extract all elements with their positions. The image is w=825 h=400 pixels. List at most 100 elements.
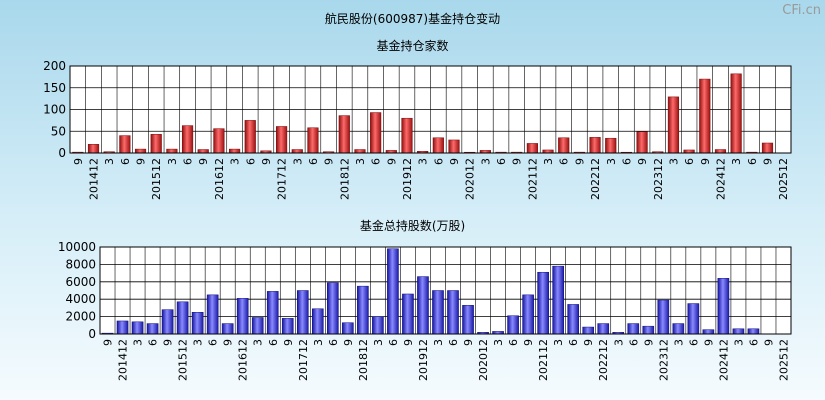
y-tick-label: 100	[43, 103, 66, 117]
y-tick-label: 150	[43, 81, 66, 95]
x-tick-label: 9	[761, 158, 774, 165]
x-tick-label: 202012	[464, 158, 477, 200]
y-tick-label: 6000	[65, 275, 96, 289]
bar	[417, 276, 429, 335]
bar	[432, 290, 444, 335]
bar	[447, 290, 459, 335]
bar	[448, 139, 460, 154]
x-tick-label: 6	[119, 158, 132, 165]
x-tick-label: 9	[636, 158, 649, 165]
x-tick-label: 6	[747, 339, 760, 346]
x-tick-label: 6	[182, 158, 195, 165]
x-tick-label: 3	[479, 158, 492, 165]
bar	[116, 320, 129, 335]
bar	[432, 137, 444, 154]
x-tick-label: 9	[573, 158, 586, 165]
x-tick-label: 202312	[652, 158, 665, 200]
bar	[266, 291, 279, 335]
x-tick-label: 9	[511, 158, 524, 165]
bar	[197, 149, 209, 154]
watermark-logo: CFi.cn	[782, 3, 821, 18]
x-tick-label: 9	[323, 158, 336, 165]
bar	[119, 135, 131, 154]
bar	[597, 323, 610, 335]
x-tick-label: 201712	[276, 158, 289, 200]
x-tick-label: 3	[667, 158, 680, 165]
bar	[372, 316, 384, 335]
bar	[636, 131, 648, 154]
bar	[657, 299, 670, 335]
y-tick-label: 50	[51, 124, 66, 138]
bar	[558, 137, 570, 154]
bar	[176, 301, 189, 335]
x-tick-label: 9	[72, 158, 85, 165]
bar	[699, 78, 711, 154]
x-tick-label: 6	[627, 339, 640, 346]
x-tick-label: 3	[166, 158, 179, 165]
bar	[191, 312, 204, 335]
bar	[276, 126, 288, 154]
y-tick-label: 2000	[65, 310, 96, 324]
bar	[342, 322, 354, 335]
x-tick-label: 201812	[357, 339, 370, 381]
y-tick-label: 4000	[65, 292, 96, 306]
x-tick-label: 202012	[477, 339, 490, 381]
x-tick-label: 6	[683, 158, 696, 165]
x-tick-label: 6	[432, 158, 445, 165]
bar	[672, 323, 685, 335]
bar	[312, 308, 324, 335]
x-tick-label: 201612	[213, 158, 226, 200]
x-tick-label: 202412	[717, 339, 730, 381]
x-tick-label: 6	[620, 158, 633, 165]
x-tick-label: 6	[567, 339, 580, 346]
x-tick-label: 201712	[297, 339, 310, 381]
bar	[146, 323, 159, 335]
bar	[567, 304, 579, 335]
bar	[627, 323, 640, 335]
x-tick-label: 202512	[777, 339, 790, 381]
x-tick-label: 3	[372, 339, 385, 346]
x-tick-label: 201912	[401, 158, 414, 200]
x-tick-label: 202212	[597, 339, 610, 381]
x-tick-label: 9	[162, 339, 175, 346]
x-tick-label: 9	[699, 158, 712, 165]
bar	[522, 294, 534, 335]
x-tick-label: 6	[687, 339, 700, 346]
y-tick-label: 10000	[58, 240, 96, 254]
x-tick-label: 3	[354, 158, 367, 165]
bar	[236, 298, 249, 335]
chart-title: 基金持仓家数	[376, 39, 449, 53]
chart-title: 基金总持股数(万股)	[359, 219, 466, 233]
x-tick-label: 6	[147, 339, 160, 346]
bar	[131, 321, 144, 335]
x-tick-label: 3	[192, 339, 205, 346]
bar	[370, 112, 382, 154]
bar	[717, 278, 730, 335]
x-tick-label: 3	[605, 158, 618, 165]
x-tick-label: 202412	[714, 158, 727, 200]
x-tick-label: 9	[135, 158, 148, 165]
x-tick-label: 3	[492, 339, 505, 346]
x-tick-label: 3	[612, 339, 625, 346]
x-tick-label: 3	[730, 158, 743, 165]
bar	[221, 323, 234, 335]
bar	[589, 137, 601, 154]
bar	[714, 149, 727, 154]
x-tick-label: 9	[282, 339, 295, 346]
x-tick-label: 9	[402, 339, 415, 346]
bar	[150, 134, 162, 154]
bar	[605, 137, 617, 154]
bar	[552, 265, 564, 335]
x-tick-label: 9	[462, 339, 475, 346]
plot-frame	[99, 246, 792, 335]
x-tick-label: 9	[448, 158, 461, 165]
x-tick-label: 6	[267, 339, 280, 346]
x-tick-label: 6	[307, 158, 320, 165]
x-tick-label: 6	[495, 158, 508, 165]
bar	[687, 303, 700, 335]
bar	[702, 329, 715, 335]
x-tick-label: 202212	[589, 158, 602, 200]
bar	[761, 142, 774, 154]
